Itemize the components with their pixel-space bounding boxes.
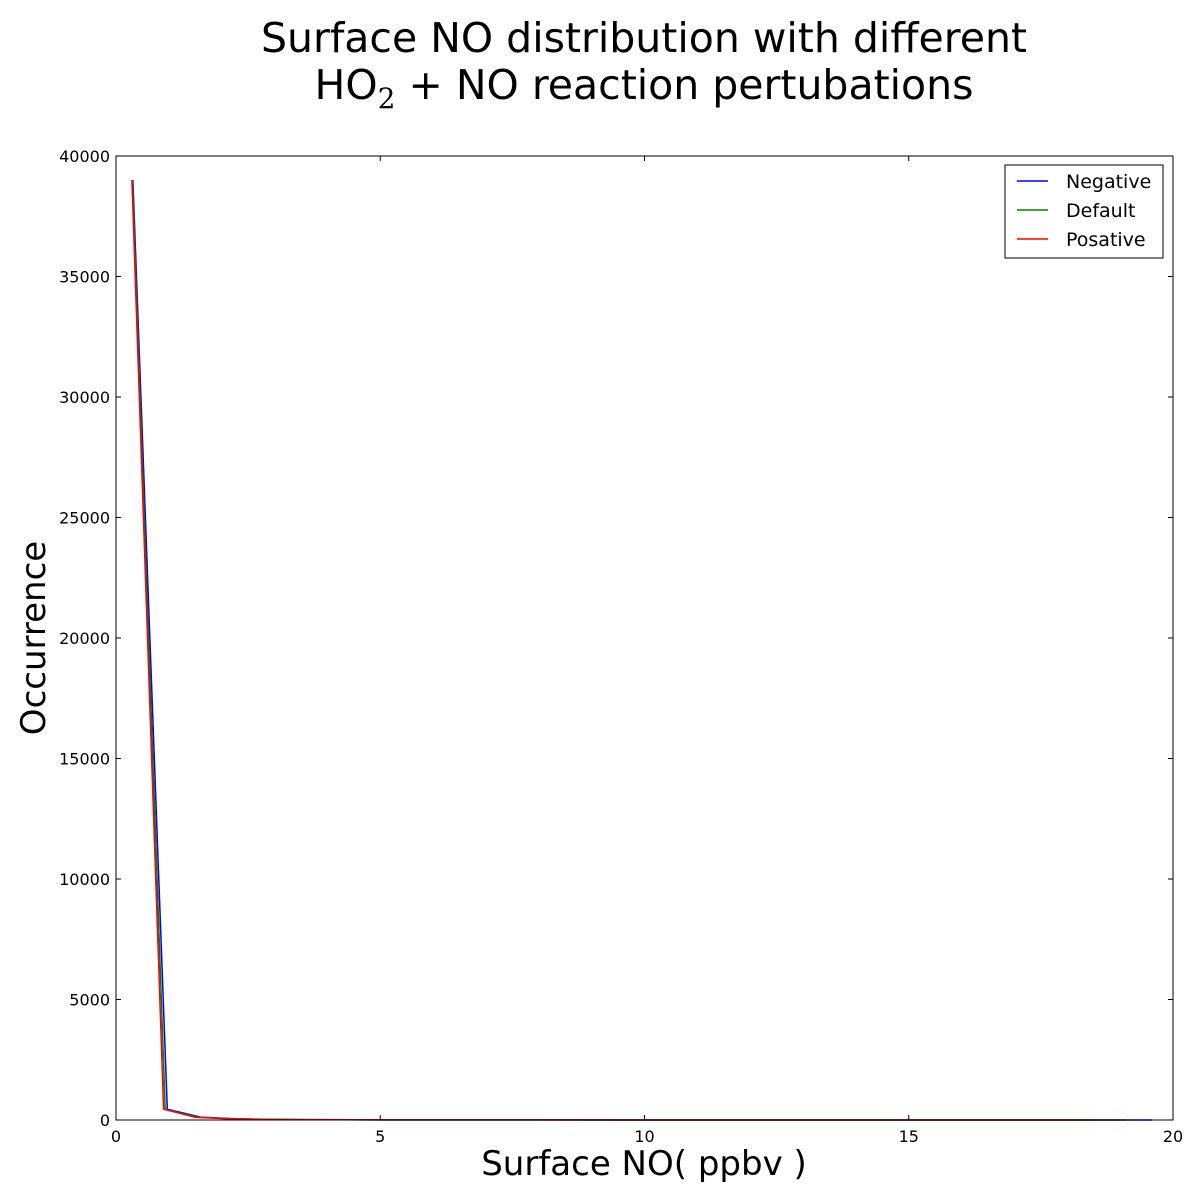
y-tick-label: 30000 <box>59 388 110 407</box>
y-tick-label: 15000 <box>59 750 110 769</box>
chart-title-line-2-prefix: HO <box>315 61 378 109</box>
legend-label-default: Default <box>1066 200 1135 222</box>
y-tick-label: 5000 <box>69 991 110 1010</box>
x-tick-label: 5 <box>375 1127 385 1146</box>
plot-frame <box>115 155 1174 1121</box>
chart-title-line-2-suffix: + NO reaction pertubations <box>395 61 973 109</box>
y-tick-label: 25000 <box>59 509 110 528</box>
series-line-negative <box>132 180 1152 1121</box>
x-tick-label: 15 <box>899 1127 919 1146</box>
y-tick-label: 40000 <box>59 147 110 166</box>
x-tick-label: 10 <box>634 1127 654 1146</box>
y-tick-label: 35000 <box>59 268 110 287</box>
x-axis-label: Surface NO( ppbv ) <box>481 1144 807 1184</box>
chart-title-line-2-subscript: 2 <box>378 82 396 115</box>
chart-title-line-2: HO2 + NO reaction pertubations <box>315 61 974 115</box>
y-tick-label: 10000 <box>59 870 110 889</box>
y-tick-label: 20000 <box>59 629 110 648</box>
tick-layer: 0 5 10 15 20 0 5000 10000 15000 20000 25000 30000 35… <box>59 147 1183 1146</box>
y-axis-label: Occurrence <box>14 541 54 735</box>
series-layer <box>131 180 1152 1121</box>
legend-label-negative: Negative <box>1066 171 1151 193</box>
series-line-posative <box>131 180 1099 1121</box>
series-line-default <box>131 180 1126 1121</box>
x-tick-label: 0 <box>111 1127 121 1146</box>
x-tick-label: 20 <box>1163 1127 1183 1146</box>
legend: Negative Default Posative <box>1004 164 1164 259</box>
legend-label-posative: Posative <box>1066 229 1146 251</box>
chart-title-line-1: Surface NO distribution with different <box>261 14 1027 62</box>
y-tick-label: 0 <box>100 1111 110 1130</box>
